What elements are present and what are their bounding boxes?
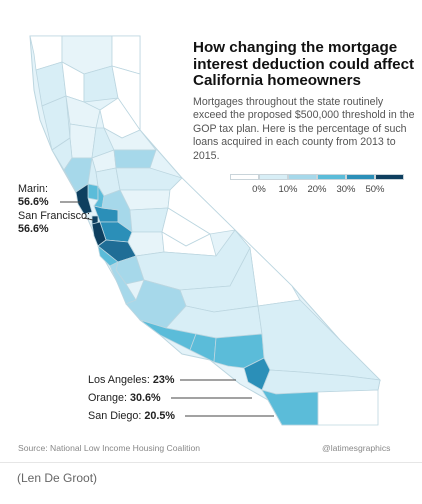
- legend-swatch-6: [375, 174, 404, 180]
- orange-value: 30.6%: [130, 392, 161, 404]
- county-sierra-nevada: [103, 127, 157, 151]
- county-alpine-mono: [167, 177, 236, 235]
- los-angeles-value: 23%: [152, 374, 175, 386]
- san-diego-value: 20.5%: [144, 410, 176, 422]
- county-stanislaus: [129, 207, 169, 233]
- county-napa: [87, 183, 99, 201]
- san-francisco-label: San Francisco:: [18, 210, 91, 222]
- san-francisco-value: 56.6%: [18, 223, 49, 235]
- map-title: How changing the mortgage interest deduc…: [193, 39, 415, 89]
- legend-swatch-3: [288, 174, 317, 180]
- county-san-diego: [261, 389, 319, 426]
- legend-swatch-5: [346, 174, 375, 180]
- county-monterey: [109, 261, 137, 305]
- legend-tick-0: 0%: [252, 184, 266, 195]
- marin-label: Marin:: [18, 183, 48, 195]
- california-county-map: [29, 35, 382, 426]
- san-diego-callout: San Diego: 20.5%: [88, 410, 175, 423]
- map-subtitle: Mortgages throughout the state routinely…: [193, 96, 415, 162]
- legend-tick-50: 50%: [365, 184, 385, 195]
- los-angeles-callout: Los Angeles: 23%: [88, 374, 174, 387]
- color-legend: 0% 10% 20% 30% 50%: [230, 174, 406, 200]
- orange-callout: Orange: 30.6%: [88, 392, 161, 405]
- orange-label: Orange:: [88, 392, 128, 404]
- legend-tick-20: 20%: [307, 184, 327, 195]
- san-francisco-callout: San Francisco: 56.6%: [18, 210, 90, 236]
- county-marin: [75, 183, 93, 215]
- legend-tick-30: 30%: [336, 184, 356, 195]
- los-angeles-label: Los Angeles:: [88, 374, 150, 386]
- legend-swatch-2: [259, 174, 288, 180]
- credit-handle: @latimesgraphics: [322, 443, 391, 453]
- photo-caption: (Len De Groot): [17, 471, 98, 485]
- county-glenn-colusa: [69, 123, 97, 159]
- legend-tick-10: 10%: [278, 184, 298, 195]
- county-san-bernardino: [257, 299, 382, 381]
- county-mariposa-madera: [161, 231, 217, 257]
- county-placer: [113, 149, 157, 169]
- legend-swatches: [230, 174, 404, 180]
- marin-callout: Marin: 56.6%: [18, 183, 49, 209]
- san-diego-label: San Diego:: [88, 410, 142, 422]
- marin-value: 56.6%: [18, 196, 49, 208]
- legend-swatch-4: [317, 174, 346, 180]
- source-note: Source: National Low Income Housing Coal…: [18, 443, 201, 453]
- san-francisco-leader-line: [83, 217, 94, 221]
- county-tehama: [65, 95, 101, 129]
- graphic-card: How changing the mortgage interest deduc…: [0, 35, 422, 463]
- county-imperial: [317, 389, 379, 426]
- legend-swatch-1: [230, 174, 259, 180]
